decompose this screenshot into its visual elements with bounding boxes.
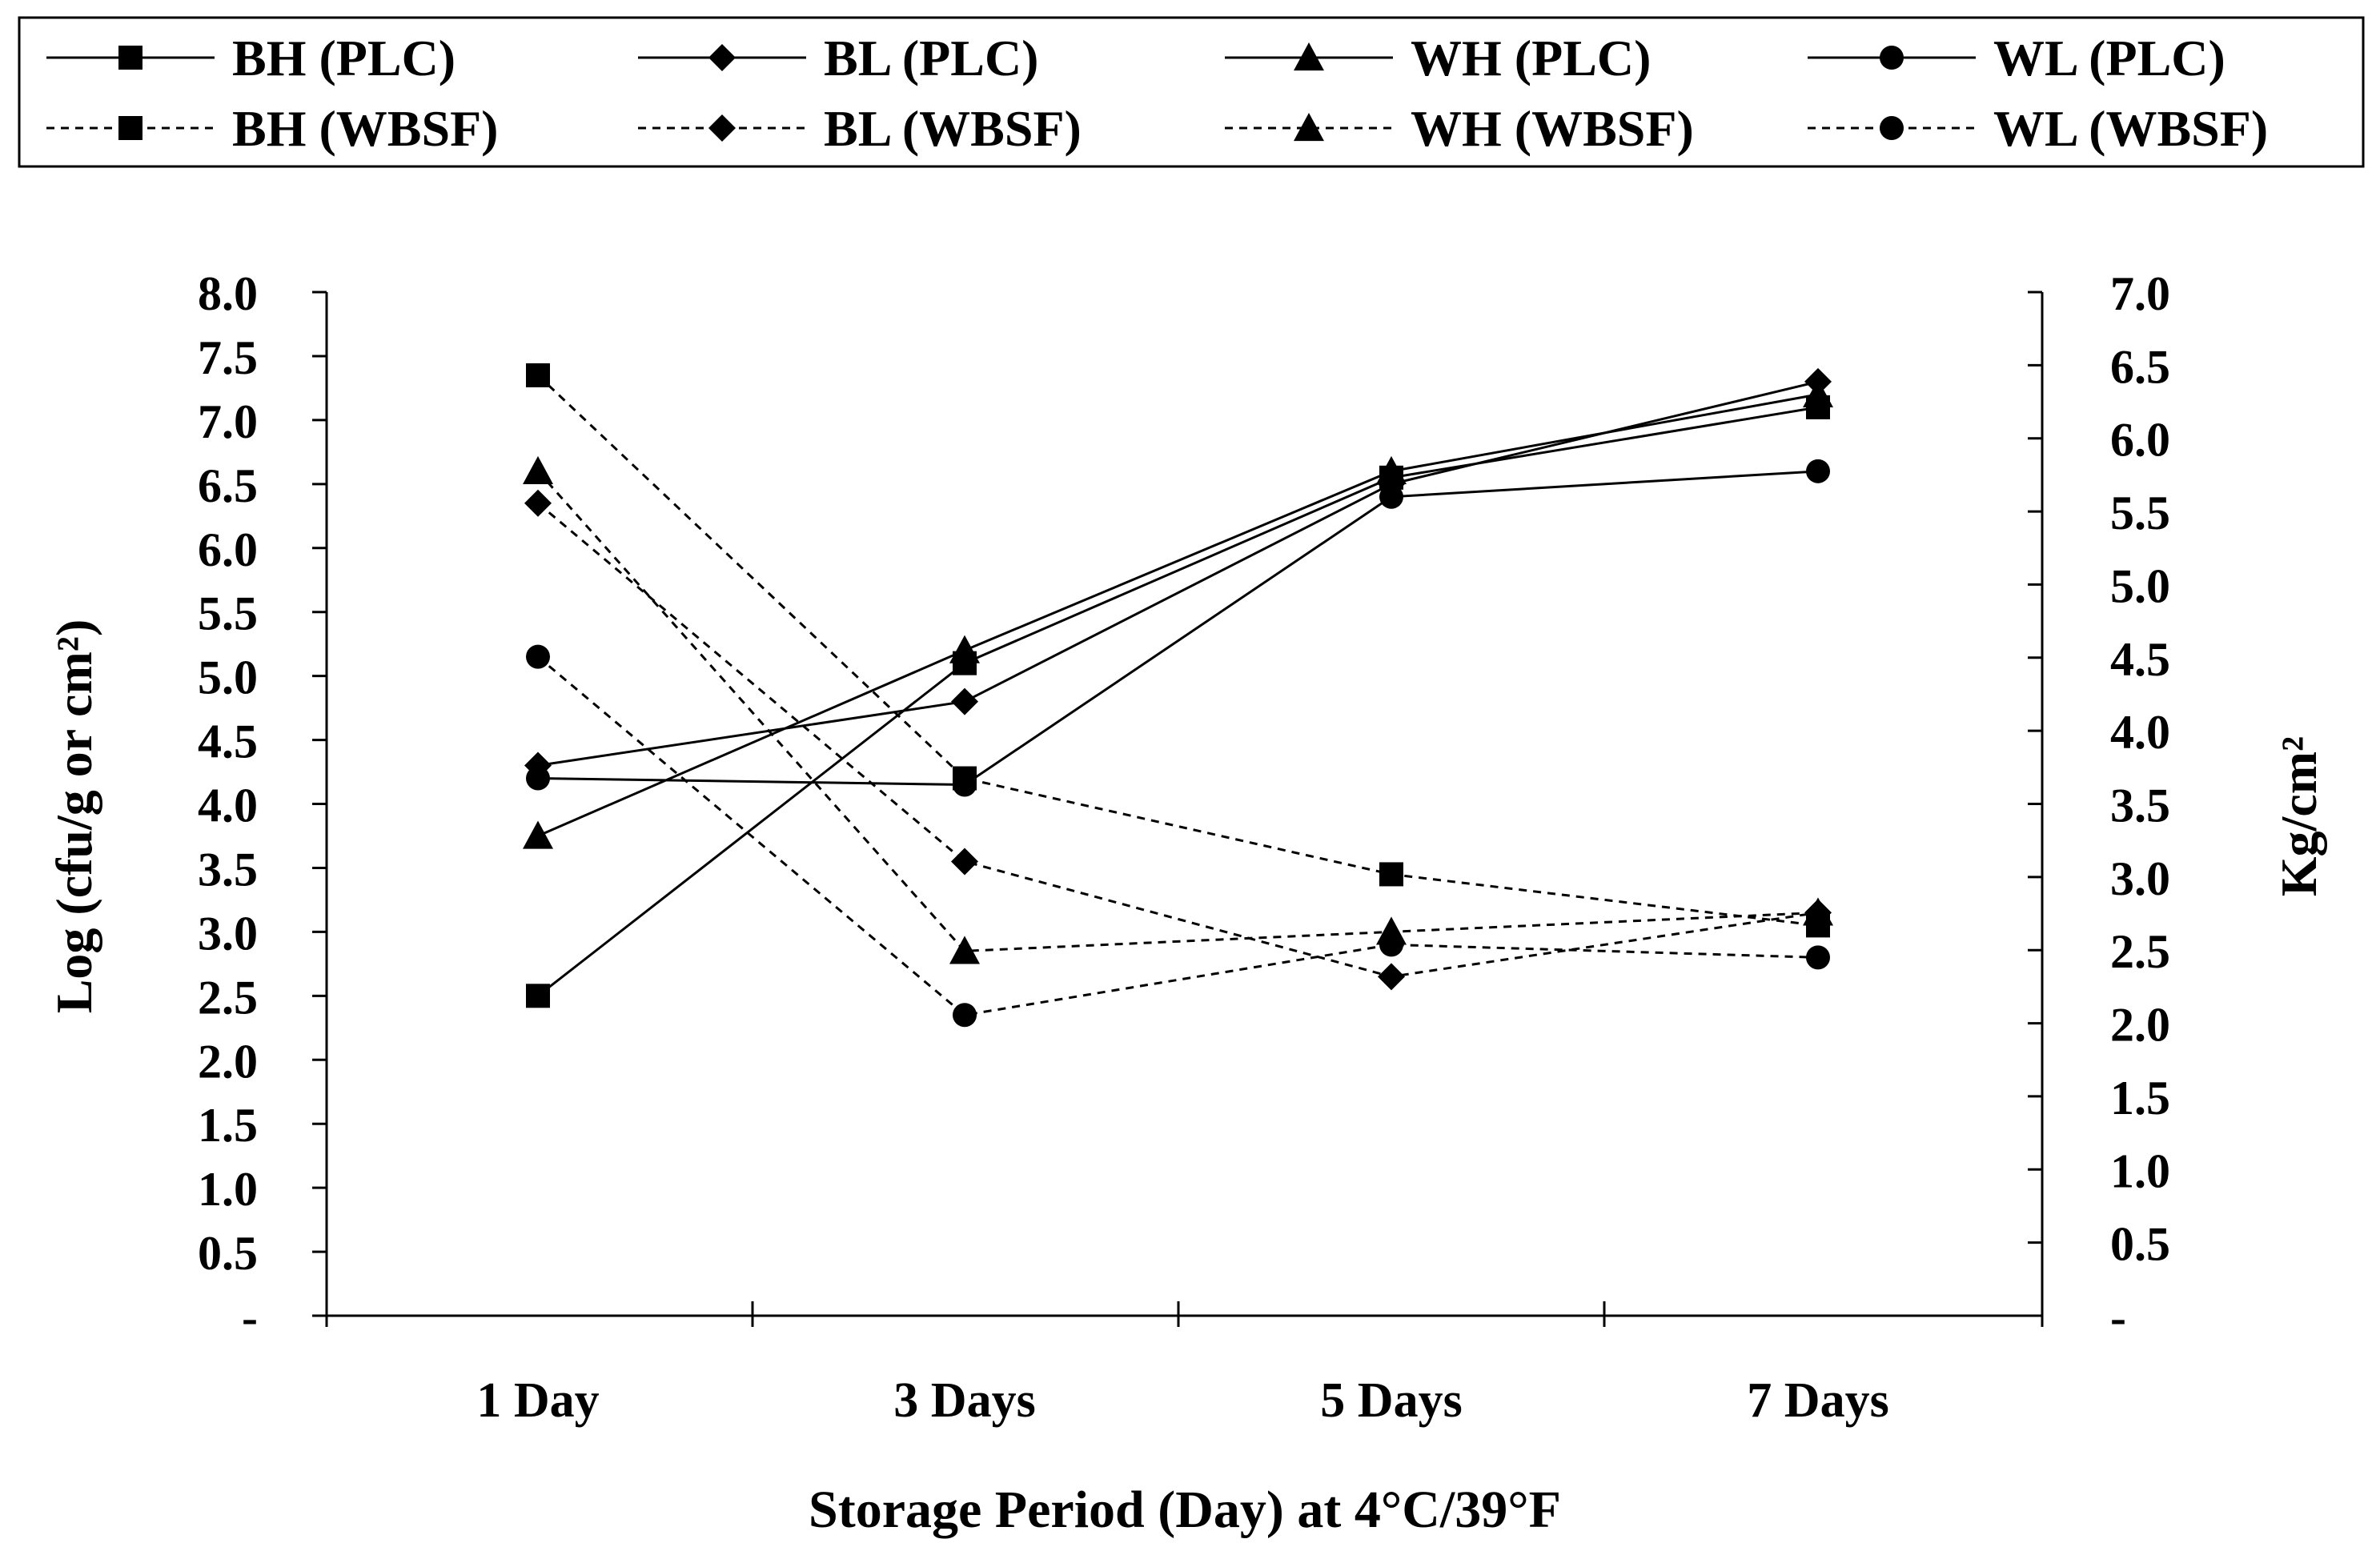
data-point [1379,862,1403,887]
data-point [524,489,552,517]
series-line-7 [536,470,1819,952]
y2-tick-label: 5.5 [2110,487,2170,539]
y-tick-label: 6.0 [198,523,258,576]
legend-marker [1880,116,1904,140]
legend-item: BH (WBSF) [46,100,498,157]
data-point [1379,932,1403,957]
y2-tick-label: 1.0 [2110,1144,2170,1197]
legend-label: WH (PLC) [1411,30,1651,86]
data-point [951,848,978,876]
legend-label: WL (PLC) [1993,30,2225,86]
legend-item: WL (PLC) [1808,30,2225,86]
data-point [523,820,553,849]
series-line-3 [537,393,1819,837]
y2-tick-label: 1.5 [2110,1072,2170,1124]
y2-tick-label: 2.5 [2110,925,2170,978]
legend-item: WH (WBSF) [1225,100,1694,157]
data-point [1379,484,1403,509]
legend-marker [1294,113,1324,142]
data-point [951,687,978,715]
legend-marker [708,44,736,71]
y-tick-label: 3.5 [198,843,258,896]
y-tick-label: 1.0 [198,1163,258,1216]
y2-tick-label: 3.5 [2110,779,2170,832]
legend-marker [1880,46,1904,70]
legend-label: WL (WBSF) [1993,100,2268,157]
y-tick-label: 7.5 [198,331,258,384]
series-line-5 [536,374,1819,927]
x-tick-label: 7 Days [1747,1373,1888,1428]
y-tick-label: 8.0 [198,267,258,320]
legend-marker [1294,42,1324,71]
y-tick-label: 3.0 [198,907,258,960]
axes: - 0.5 1.0 1.5 2.0 2.5 3.0 3.5 4.0 4.5 5.0 5.5 6.0 6.5… [198,267,2170,1428]
data-point [523,455,553,484]
y-tick-label: 0.5 [198,1227,258,1280]
y2-tick-label: 0.5 [2110,1218,2170,1271]
data-point [526,766,550,791]
x-axis-title: Storage Period (Day) at 4°C/39°F [809,1481,1561,1539]
y2-tick-label: 5.0 [2110,559,2170,612]
y2-tick-label: 4.5 [2110,633,2170,686]
y-tick-label: 2.0 [198,1035,258,1088]
series-lines [536,374,1819,1016]
y-tick-label: 4.5 [198,715,258,768]
data-point [1803,897,1833,926]
legend-box [18,16,2365,168]
legend-label: BL (PLC) [824,30,1038,86]
y2-tick-label: - [2110,1291,2126,1344]
legend-marker [708,114,736,142]
x-tick-label: 1 Day [476,1373,599,1428]
y-tick-label: - [242,1291,258,1344]
data-point [1376,455,1407,484]
series-line-8 [537,655,1819,1016]
y2-tick-label: 6.0 [2110,414,2170,467]
data-point [526,984,550,1008]
data-point [1806,945,1830,970]
y-tick-label: 2.5 [198,971,258,1024]
y-tick-label: 5.5 [198,587,258,640]
legend-item: BL (PLC) [638,30,1038,86]
data-point [953,1003,977,1028]
data-point [1378,963,1405,991]
series-line-1 [537,406,1819,997]
y2-tick-label: 3.0 [2110,852,2170,905]
legend-marker [118,46,142,70]
series-line-6 [537,502,1819,978]
x-tick-label: 3 Days [893,1373,1035,1428]
y2-tick-label: 7.0 [2110,267,2170,320]
legend-item: BH (PLC) [46,30,456,86]
data-point [949,936,980,964]
data-point [1806,459,1830,483]
data-point [526,363,550,387]
y-tick-label: 6.5 [198,459,258,512]
legend-item: WL (WBSF) [1808,100,2268,157]
legend-marker [118,116,142,140]
y2-tick-label: 2.0 [2110,999,2170,1052]
y-tick-label: 7.0 [198,395,258,448]
y-tick-label: 5.0 [198,651,258,704]
y2-tick-label: 4.0 [2110,706,2170,759]
legend-label: WH (WBSF) [1411,100,1694,157]
y-tick-label: 4.0 [198,779,258,832]
data-point [526,644,550,669]
y2-tick-label: 6.5 [2110,340,2170,393]
x-tick-label: 5 Days [1320,1373,1462,1428]
legend-label: BH (PLC) [232,30,456,86]
legend-label: BL (WBSF) [824,100,1082,157]
series-markers [523,363,1833,1028]
data-point [953,766,977,791]
data-point [949,635,980,663]
legend-item: BL (WBSF) [638,100,1082,157]
series-line-4 [537,470,1819,787]
y-axis-title: Log (cfu/g or cm²) [46,619,102,1014]
data-point [1803,379,1833,408]
legend-item: WH (PLC) [1225,30,1651,86]
legend-label: BH (WBSF) [232,100,498,157]
y2-axis-title: Kg/cm² [2270,736,2327,896]
y-tick-label: 1.5 [198,1099,258,1152]
legend: BH (PLC) BL (PLC) WH (PLC) WL (PLC) BH (WBSF… [18,16,2365,168]
